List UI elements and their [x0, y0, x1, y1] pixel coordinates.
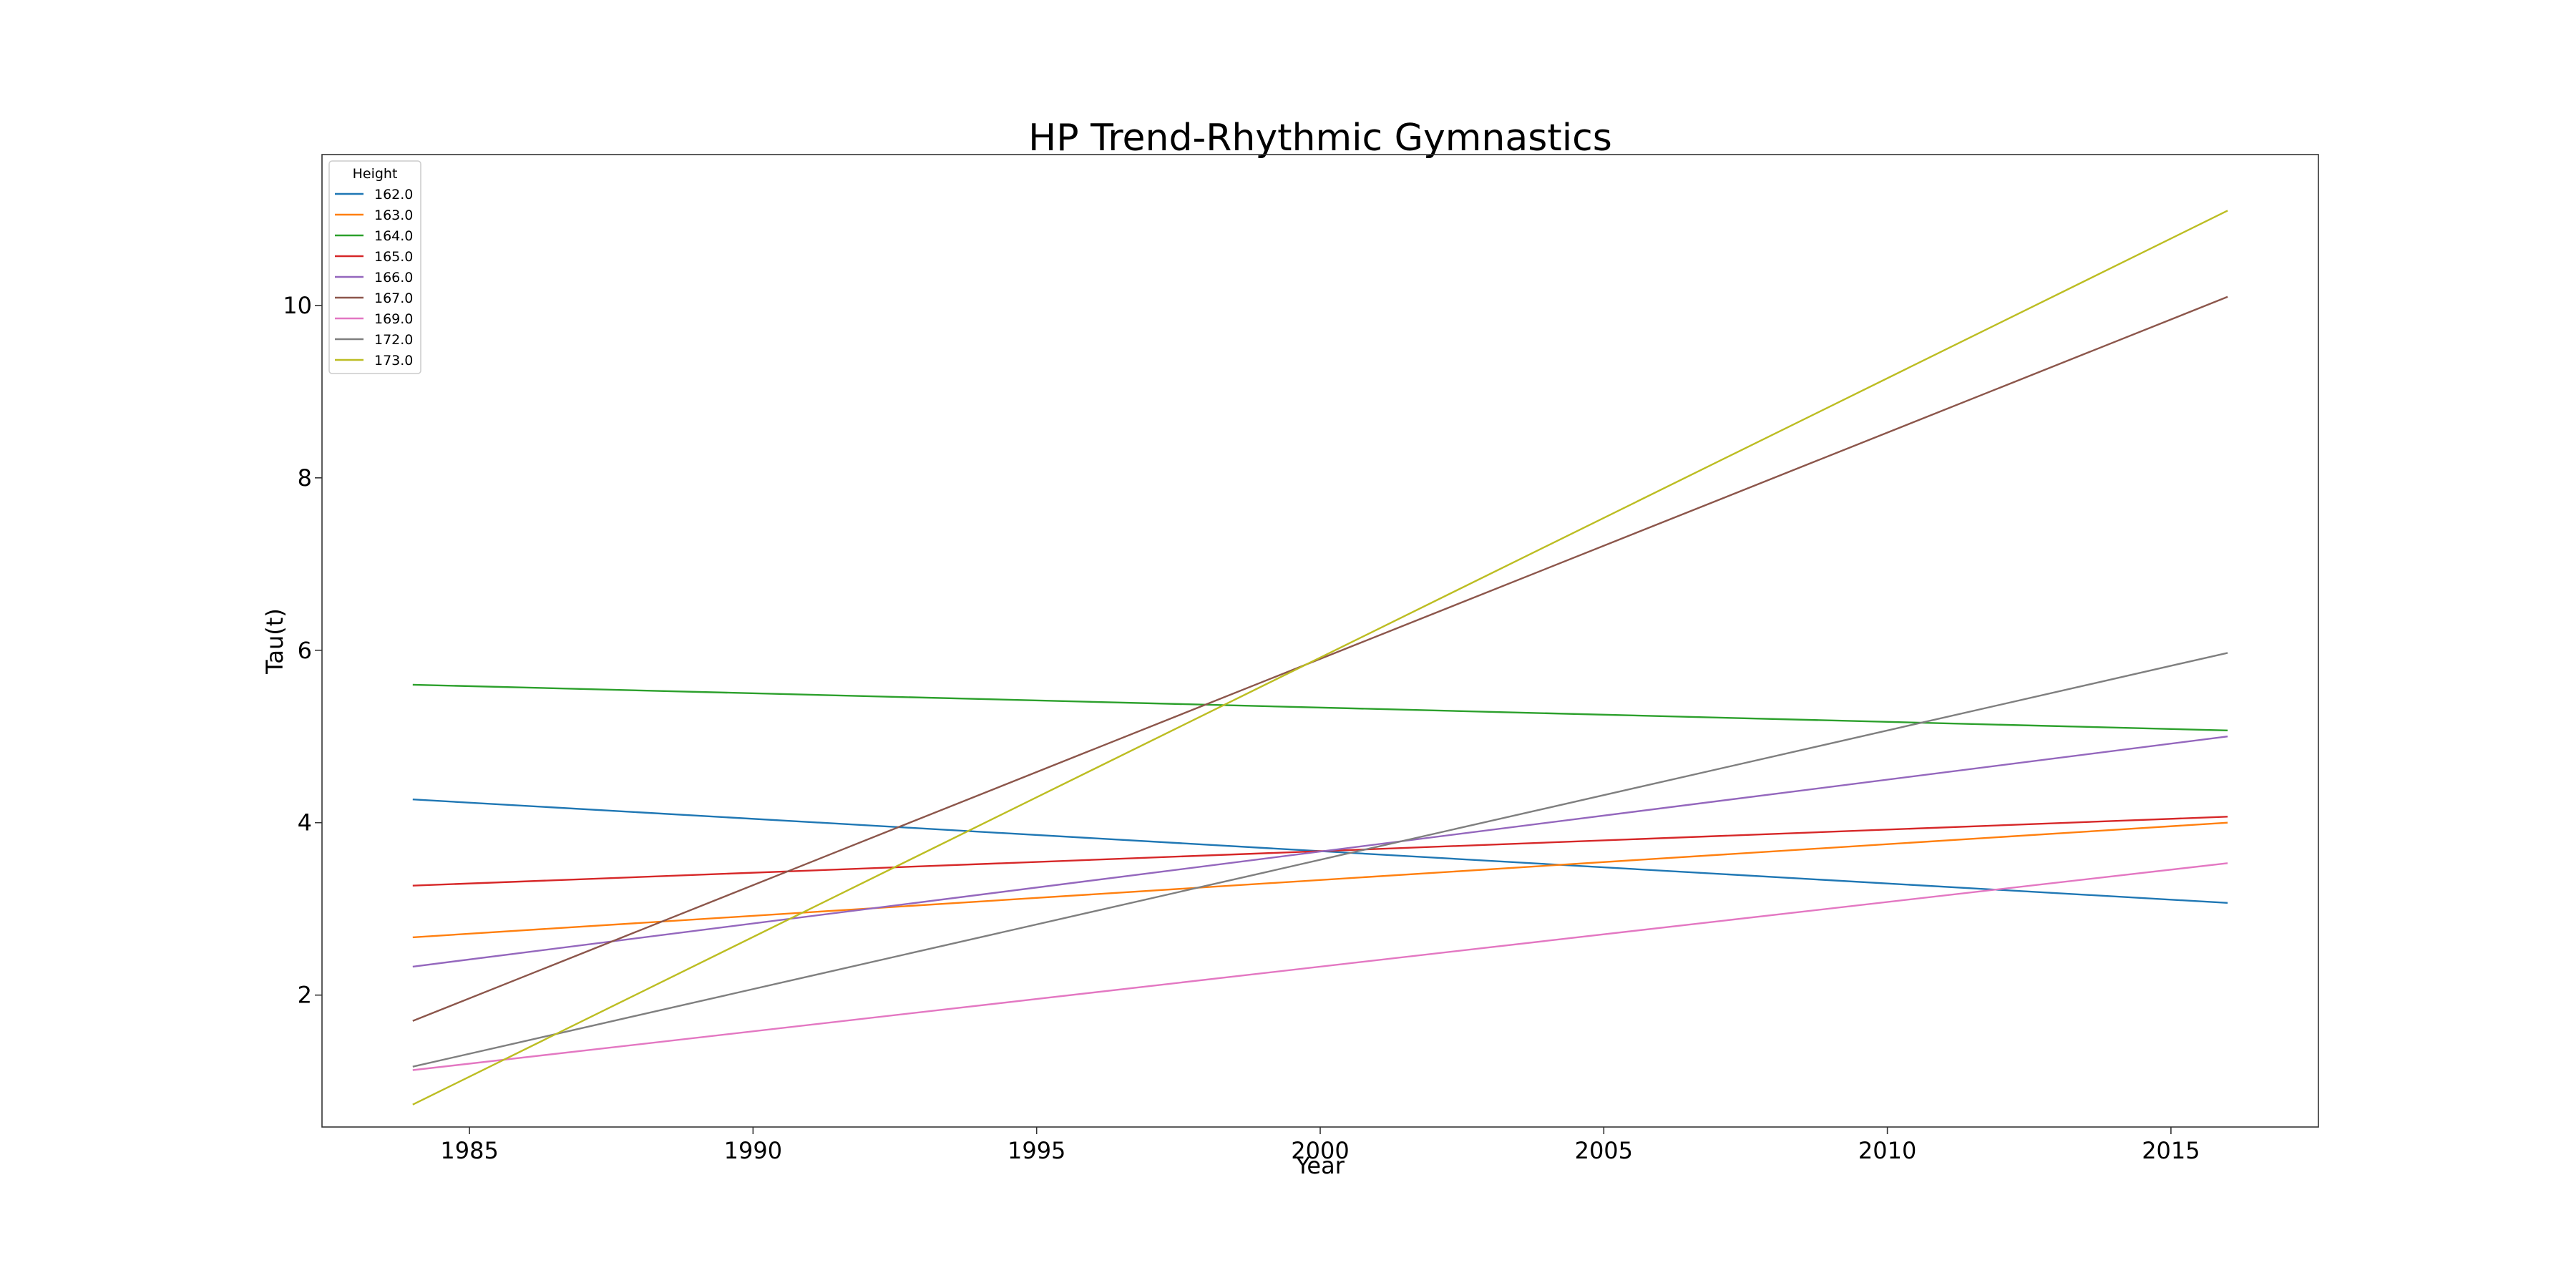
y-tick-label: 6: [298, 637, 312, 664]
legend-label: 163.0: [374, 208, 413, 223]
legend-title: Height: [353, 166, 398, 182]
chart-title: HP Trend-Rhythmic Gymnastics: [1028, 117, 1612, 160]
y-tick-label: 10: [283, 292, 312, 319]
y-tick-label: 2: [298, 982, 312, 1009]
series-line-173.0: [412, 210, 2228, 1106]
legend-label: 164.0: [374, 228, 413, 244]
legend-label: 167.0: [374, 291, 413, 306]
series-line-166.0: [412, 736, 2228, 968]
legend-items: 162.0 163.0 164.0 165.0 166.0 167.0 169.0 172.0…: [335, 187, 413, 369]
series-line-164.0: [412, 683, 2228, 731]
legend-label: 165.0: [374, 249, 413, 265]
legend: Height 162.0 163.0 164.0 165.0 166.0 167.0 169…: [328, 160, 421, 374]
series-line-163.0: [412, 821, 2228, 939]
x-tick-label: 2015: [2142, 1137, 2200, 1164]
series-line-169.0: [412, 862, 2228, 1071]
legend-label: 172.0: [374, 332, 413, 348]
legend-label: 173.0: [374, 353, 413, 369]
legend-label: 166.0: [374, 270, 413, 286]
x-tick-label: 2010: [1858, 1137, 1916, 1164]
x-tick-label: 1995: [1008, 1137, 1065, 1164]
x-tick-label: 1985: [440, 1137, 498, 1164]
legend-label: 169.0: [374, 311, 413, 327]
series-line-167.0: [412, 296, 2228, 1022]
x-tick-label: 2000: [1291, 1137, 1349, 1164]
series-line-172.0: [412, 652, 2228, 1068]
x-axis-title: Year: [1295, 1152, 1345, 1179]
series-lines: [412, 210, 2228, 1106]
x-tick-label: 2005: [1575, 1137, 1633, 1164]
x-axis: 1985 1990 1995 2000 2005 2010 2015: [440, 1127, 2200, 1164]
y-axis: 2 4 6 8 10: [283, 292, 322, 1009]
y-axis-title: Tau(t): [261, 608, 288, 675]
y-tick-label: 8: [298, 464, 312, 492]
x-tick-label: 1990: [724, 1137, 782, 1164]
y-tick-label: 4: [298, 809, 312, 836]
legend-label: 162.0: [374, 187, 413, 203]
